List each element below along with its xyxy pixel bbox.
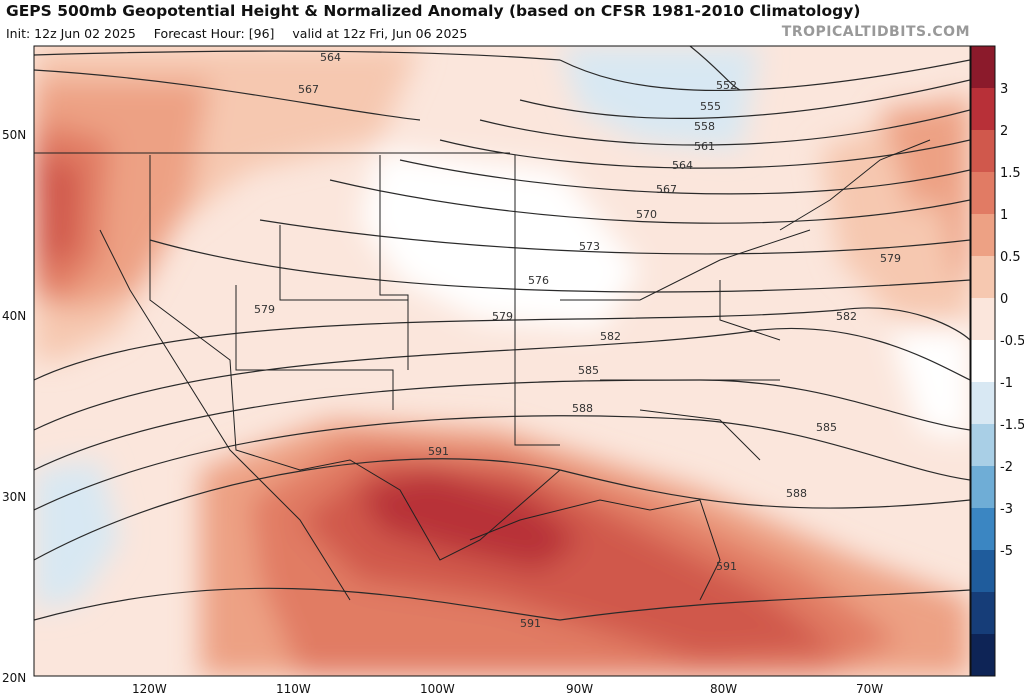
contour-label: 579: [492, 310, 513, 323]
colorbar-tick-label: 1: [1000, 208, 1008, 223]
contour-label: 591: [428, 445, 449, 458]
colorbar-tick-label: -1: [1000, 376, 1013, 391]
contour-labels: 564 567 552 555 558 561 564 567 570 573 …: [254, 51, 901, 630]
colorbar-segment: [971, 382, 995, 425]
contour-label: 567: [656, 183, 677, 196]
contour-label: 588: [572, 402, 593, 415]
contour-label: 558: [694, 120, 715, 133]
contour-label: 573: [579, 240, 600, 253]
valid-time: valid at 12z Fri, Jun 06 2025: [292, 26, 468, 41]
lat-label: 40N: [2, 309, 26, 323]
colorbar-tick-label: 0.5: [1000, 250, 1021, 265]
contour-label: 591: [716, 560, 737, 573]
lat-label: 50N: [2, 128, 26, 142]
longitude-labels: 120W 110W 100W 90W 80W 70W: [132, 682, 883, 696]
contour-label: 564: [320, 51, 341, 64]
colorbar-segment: [971, 172, 995, 215]
colorbar-tick-label: -1.5: [1000, 418, 1024, 433]
contour-label: 588: [786, 487, 807, 500]
lon-label: 120W: [132, 682, 167, 696]
map-subtitle: Init: 12z Jun 02 2025 Forecast Hour: [96…: [6, 26, 481, 41]
contour-label: 591: [520, 617, 541, 630]
colorbar-segment: [971, 298, 995, 341]
contour-label: 579: [880, 252, 901, 265]
latitude-labels: 50N 40N 30N 20N: [2, 128, 26, 685]
colorbar-segment: [971, 550, 995, 593]
colorbar-segment: [971, 256, 995, 299]
contour-label: 567: [298, 83, 319, 96]
anomaly-colorbar: [970, 45, 996, 677]
colorbar-segment: [971, 340, 995, 383]
contour-label: 579: [254, 303, 275, 316]
colorbar-segment: [971, 466, 995, 509]
contour-label: 582: [836, 310, 857, 323]
colorbar-segment: [971, 130, 995, 173]
colorbar-ticks: 3 2 1.5 1 0.5 0 -0.5 -1 -1.5 -2 -3 -5: [1000, 82, 1024, 559]
colorbar-tick-label: -0.5: [1000, 334, 1024, 349]
lat-label: 20N: [2, 671, 26, 685]
map-title: GEPS 500mb Geopotential Height & Normali…: [6, 2, 861, 20]
site-brand: TROPICALTIDBITS.COM: [781, 24, 970, 40]
colorbar-segment: [971, 592, 995, 635]
colorbar-tick-label: -5: [1000, 544, 1013, 559]
init-time: Init: 12z Jun 02 2025: [6, 26, 136, 41]
colorbar-segment: [971, 424, 995, 467]
colorbar-frame: [970, 45, 996, 677]
lon-label: 90W: [566, 682, 593, 696]
contour-label: 555: [700, 100, 721, 113]
colorbar-tick-label: 3: [1000, 82, 1008, 97]
contour-label: 585: [578, 364, 599, 377]
lat-label: 30N: [2, 490, 26, 504]
forecast-hour: Forecast Hour: [96]: [153, 26, 275, 41]
colorbar-tick-label: 0: [1000, 292, 1008, 307]
contour-label: 585: [816, 421, 837, 434]
lon-label: 80W: [710, 682, 737, 696]
lon-label: 70W: [856, 682, 883, 696]
political-boundaries: [34, 139, 931, 601]
lon-label: 100W: [420, 682, 455, 696]
colorbar-segment: [971, 508, 995, 551]
colorbar-tick-label: -2: [1000, 460, 1013, 475]
map-frame: [33, 45, 971, 677]
contour-label: 561: [694, 140, 715, 153]
colorbar-segment: [971, 214, 995, 257]
contour-label: 576: [528, 274, 549, 287]
colorbar-segment: [971, 634, 995, 677]
colorbar-tick-label: 2: [1000, 124, 1008, 139]
colorbar-tick-label: -3: [1000, 502, 1013, 517]
colorbar-tick-label: 1.5: [1000, 166, 1021, 181]
contour-label: 582: [600, 330, 621, 343]
lon-label: 110W: [276, 682, 311, 696]
contour-label: 564: [672, 159, 693, 172]
colorbar-segment: [971, 46, 995, 89]
contour-label: 570: [636, 208, 657, 221]
contour-label: 552: [716, 79, 737, 92]
colorbar-segment: [971, 88, 995, 131]
